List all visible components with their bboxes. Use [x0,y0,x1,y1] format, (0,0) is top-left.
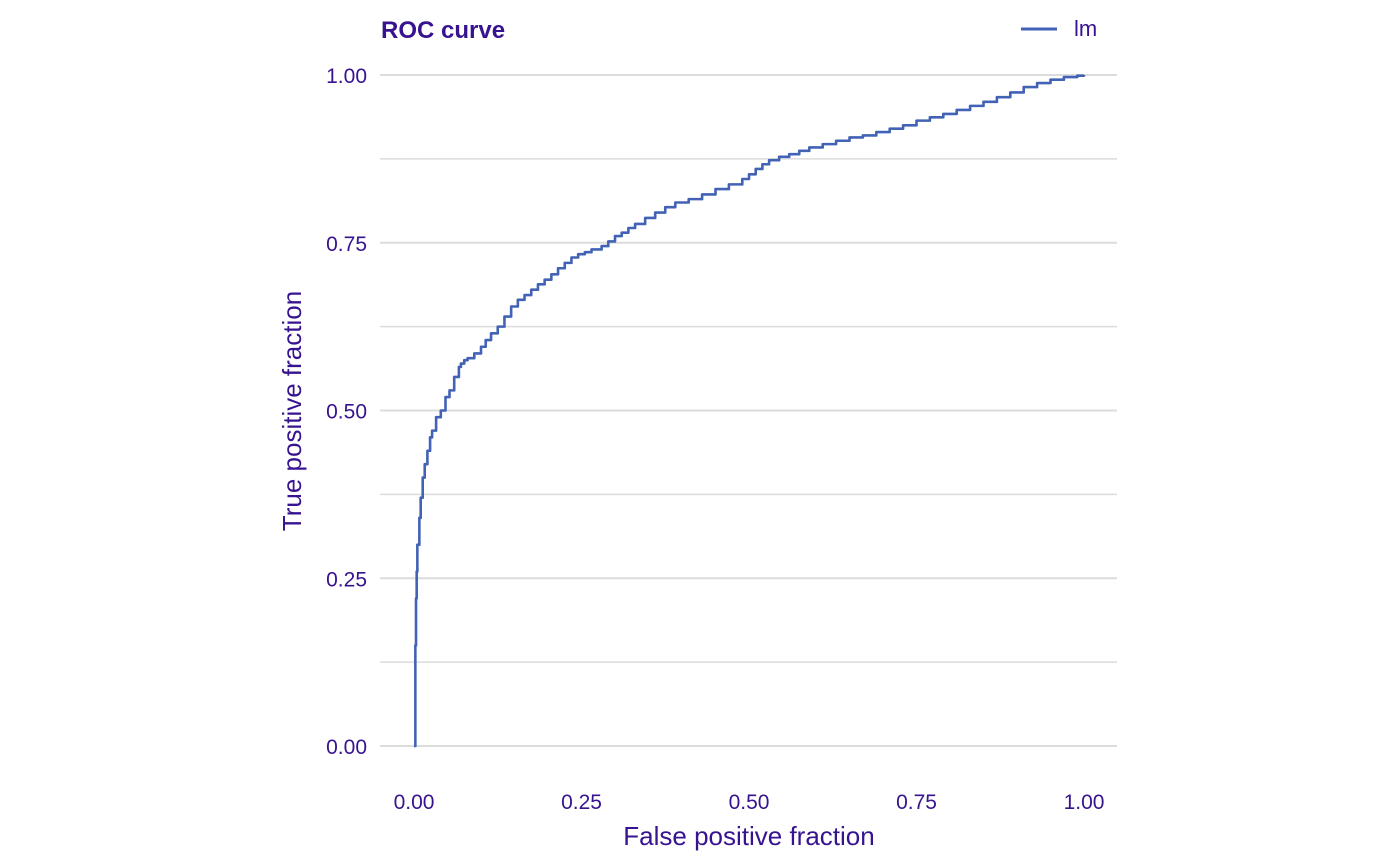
legend: lm [1021,16,1097,41]
x-tick-label: 0.50 [729,791,770,814]
y-tick-label: 1.00 [326,65,367,88]
y-tick-label: 0.25 [326,568,367,591]
y-tick-label: 0.00 [326,736,367,759]
legend-label-lm: lm [1074,16,1097,41]
y-axis-label: True positive fraction [277,291,307,531]
x-tick-labels: 0.00 0.25 0.50 0.75 1.00 [394,791,1105,814]
y-tick-labels: 0.00 0.25 0.50 0.75 1.00 [326,65,367,759]
y-tick-label: 0.50 [326,401,367,424]
y-tick-label: 0.75 [326,233,367,256]
x-tick-label: 0.75 [896,791,937,814]
x-tick-label: 1.00 [1064,791,1105,814]
chart-title: ROC curve [381,17,505,44]
x-tick-label: 0.25 [561,791,602,814]
x-axis-label: False positive fraction [623,821,874,851]
x-tick-label: 0.00 [394,791,435,814]
roc-line-lm [414,74,1086,748]
series-layer [414,74,1086,748]
